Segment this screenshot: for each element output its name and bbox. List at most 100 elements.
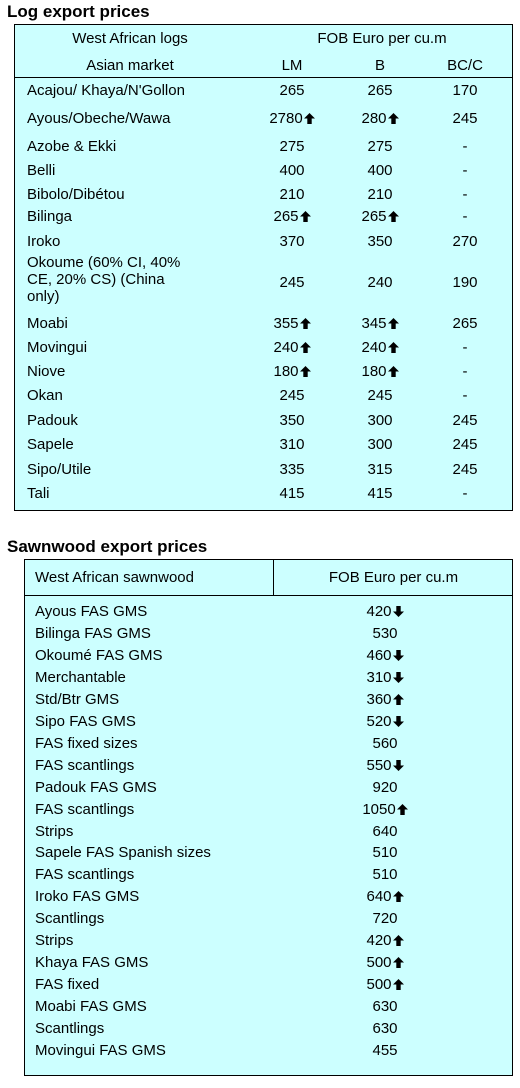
arrow-up-icon (396, 804, 408, 815)
log-bc-cell-value: 245 (452, 412, 478, 429)
sawn-price-cell-value: 630 (372, 1020, 398, 1037)
log-b-cell-value: 300 (367, 412, 393, 429)
log-b-cell-value: 400 (367, 162, 393, 179)
log-b-cell: 300 (340, 436, 420, 453)
log-species-name: Ayous/Obeche/Wawa (27, 110, 171, 127)
log-lm-cell: 415 (252, 485, 332, 502)
log-section-title: Log export prices (7, 2, 150, 21)
log-bc-cell-value: - (462, 339, 468, 356)
log-bc-cell-value: 245 (452, 110, 478, 127)
log-col-b: B (374, 57, 385, 74)
sawn-price-cell-value: 530 (372, 625, 398, 642)
log-lm-cell-value: 400 (279, 162, 305, 179)
arrow-up-icon (303, 113, 315, 124)
sawn-product-name: Merchantable (35, 669, 126, 686)
sawn-section-title: Sawnwood export prices (7, 537, 208, 556)
sawn-product-name: Sipo FAS GMS (35, 713, 136, 730)
sawn-price-cell-value: 640 (366, 888, 392, 905)
log-bc-cell-value: - (462, 138, 468, 155)
log-species-name: Okoume (60% CI, 40% CE, 20% CS) (China o… (27, 254, 181, 305)
log-b-cell-value: 280 (361, 110, 387, 127)
sawn-product-name: Khaya FAS GMS (35, 954, 149, 971)
log-lm-cell-value: 275 (279, 138, 305, 155)
log-lm-cell-value: 335 (279, 461, 305, 478)
log-b-cell-value: 415 (367, 485, 393, 502)
log-b-cell-value: 245 (367, 387, 393, 404)
sawn-price-cell-value: 420 (366, 932, 392, 949)
sawn-price-cell-value: 420 (366, 603, 392, 620)
log-bc-cell: 190 (425, 274, 505, 291)
sawn-price-cell-value: 640 (372, 823, 398, 840)
sawn-product-name: Ayous FAS GMS (35, 603, 148, 620)
arrow-up-icon (387, 113, 399, 124)
arrow-up-icon (299, 318, 311, 329)
log-bc-cell-value: 270 (452, 233, 478, 250)
log-bc-cell: 270 (425, 233, 505, 250)
log-lm-cell-value: 240 (273, 339, 299, 356)
sawn-price-cell-value: 520 (366, 713, 392, 730)
arrow-up-icon (387, 342, 399, 353)
log-lm-cell: 370 (252, 233, 332, 250)
log-b-cell: 245 (340, 387, 420, 404)
log-bc-cell: 265 (425, 315, 505, 332)
sawn-product-name: Padouk FAS GMS (35, 779, 157, 796)
log-bc-cell: - (425, 138, 505, 155)
log-species-name: Padouk (27, 412, 78, 429)
log-species-name: Moabi (27, 315, 68, 332)
sawn-product-name: FAS fixed sizes (35, 735, 138, 752)
log-b-cell-value: 350 (367, 233, 393, 250)
log-b-cell: 345 (340, 315, 420, 332)
log-b-cell: 275 (340, 138, 420, 155)
log-b-cell: 240 (340, 339, 420, 356)
log-lm-cell-value: 350 (279, 412, 305, 429)
arrow-up-icon (392, 979, 404, 990)
sawn-price-cell: 420 (335, 603, 435, 620)
log-b-cell: 315 (340, 461, 420, 478)
log-b-cell-value: 300 (367, 436, 393, 453)
sawn-price-cell: 530 (335, 625, 435, 642)
sawn-product-name: Strips (35, 823, 74, 840)
log-species-name: Niove (27, 363, 66, 380)
log-b-cell: 210 (340, 186, 420, 203)
log-bc-cell: - (425, 162, 505, 179)
sawn-price-cell-value: 460 (366, 647, 392, 664)
sawn-price-cell: 460 (335, 647, 435, 664)
sawn-price-cell: 720 (335, 910, 435, 927)
log-lm-cell-value: 2780 (269, 110, 303, 127)
log-species-name: Okan (27, 387, 63, 404)
log-b-cell: 350 (340, 233, 420, 250)
sawn-price-cell-value: 920 (372, 779, 398, 796)
log-lm-cell-value: 355 (273, 315, 299, 332)
sawn-price-cell-value: 360 (366, 691, 392, 708)
log-col-bc: BC/C (447, 57, 483, 74)
log-bc-cell: - (425, 485, 505, 502)
log-lm-cell: 245 (252, 387, 332, 404)
sawn-product-name: Iroko FAS GMS (35, 888, 140, 905)
sawn-price-cell: 560 (335, 735, 435, 752)
log-lm-cell-value: 180 (273, 363, 299, 380)
sawn-price-cell-value: 630 (372, 998, 398, 1015)
sawn-price-table: West African sawnwood FOB Euro per cu.m … (24, 559, 513, 1076)
log-lm-cell: 265 (252, 82, 332, 99)
log-header-region: West African logs (72, 30, 188, 47)
sawn-price-cell-value: 455 (372, 1042, 398, 1059)
log-b-cell-value: 315 (367, 461, 393, 478)
log-b-cell-value: 265 (367, 82, 393, 99)
arrow-up-icon (387, 318, 399, 329)
log-bc-cell-value: - (462, 162, 468, 179)
sawn-price-cell: 920 (335, 779, 435, 796)
log-lm-cell: 310 (252, 436, 332, 453)
log-bc-cell-value: 190 (452, 274, 478, 291)
sawn-price-cell: 550 (335, 757, 435, 774)
log-bc-cell-value: - (462, 208, 468, 225)
log-bc-cell: - (425, 339, 505, 356)
sawn-product-name: Scantlings (35, 910, 105, 927)
log-bc-cell-value: 245 (452, 436, 478, 453)
log-lm-cell: 275 (252, 138, 332, 155)
sawn-product-name: Sapele FAS Spanish sizes (35, 844, 211, 861)
log-lm-cell-value: 370 (279, 233, 305, 250)
log-lm-cell: 240 (252, 339, 332, 356)
arrow-up-icon (392, 957, 404, 968)
sawn-price-cell-value: 310 (366, 669, 392, 686)
sawn-price-cell: 630 (335, 998, 435, 1015)
